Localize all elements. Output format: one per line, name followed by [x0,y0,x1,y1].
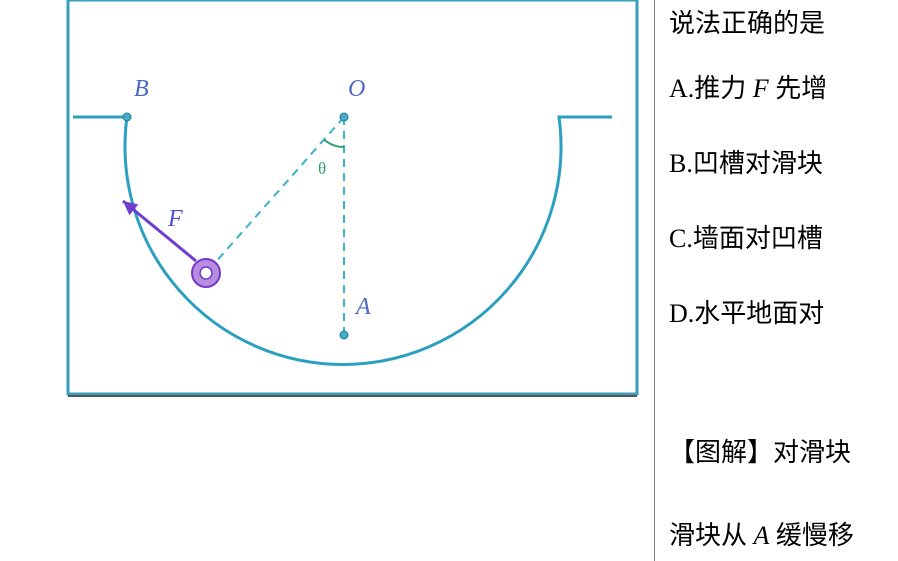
text-panel: 说法正确的是 A. 推力 F 先增 B. 凹槽对滑块 C. 墙面对凹槽 D. 水… [655,0,898,561]
question-stem: 说法正确的是 [669,4,898,43]
label-O: O [348,76,365,102]
groove-arc [73,117,612,364]
explanation-line2: 滑块从 A 缓慢移 [669,516,898,555]
explain-text: 对滑块 [773,438,851,467]
explain-label: 【图解】 [669,438,773,467]
container-outline [68,0,637,394]
option-C-letter: C. [669,219,693,258]
angle-theta-arc [324,139,344,147]
force-arrow-line [123,201,196,261]
slider-block-inner [200,267,212,279]
explain-line2-italic: A [754,521,770,550]
option-C-text: 墙面对凹槽 [693,224,823,253]
option-C: C. 墙面对凹槽 [669,219,898,258]
option-A-post: 先增 [769,74,828,103]
option-A-pre: 推力 [694,74,753,103]
option-D-letter: D. [669,294,694,333]
theta-label: θ [318,159,326,178]
label-A: A [354,294,371,320]
label-B: B [134,76,149,102]
diagram-panel: θ F O A B [0,0,655,561]
option-A-italic: F [753,74,769,103]
option-D: D. 水平地面对 [669,294,898,333]
option-B-text: 凹槽对滑块 [693,149,823,178]
option-A-letter: A. [669,69,694,108]
option-A: A. 推力 F 先增 [669,69,898,108]
point-O [340,113,348,121]
physics-diagram: θ F O A B [0,0,655,561]
explain-line2-pre: 滑块从 [669,521,754,550]
option-B: B. 凹槽对滑块 [669,144,898,183]
point-A [340,331,348,339]
option-D-text: 水平地面对 [694,299,824,328]
point-B [123,113,131,121]
dashed-line-Oblock [206,117,344,273]
explanation-section: 【图解】对滑块 滑块从 A 缓慢移 [669,433,898,555]
option-B-letter: B. [669,144,693,183]
force-F-label: F [167,206,183,232]
explain-line2-post: 缓慢移 [769,521,854,550]
explanation-title: 【图解】对滑块 [669,433,898,472]
